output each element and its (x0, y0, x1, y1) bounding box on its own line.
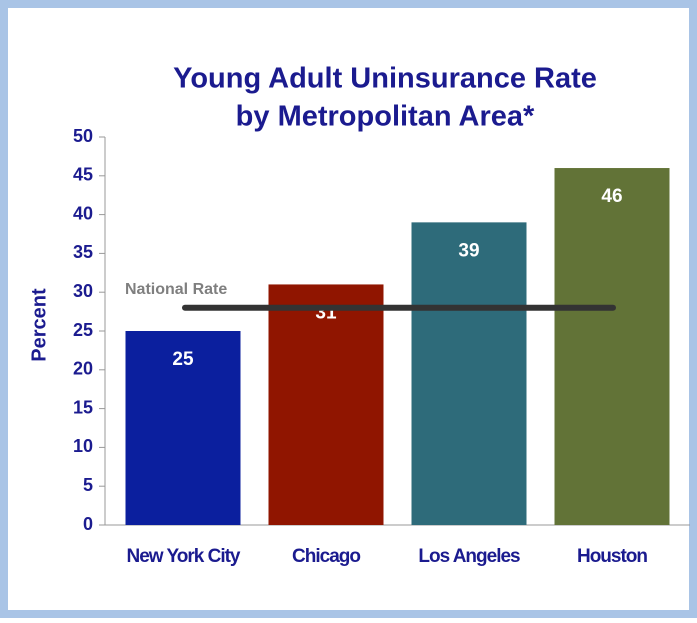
x-tick-label: New York City (126, 546, 240, 567)
reference-label: National Rate (125, 281, 227, 298)
y-tick-label: 40 (73, 203, 93, 223)
y-axis-label: Percent (28, 288, 50, 362)
bar (411, 222, 527, 526)
value-label: 46 (601, 186, 622, 207)
y-tick-label: 0 (83, 514, 93, 534)
x-tick-label: Los Angeles (418, 546, 520, 567)
bar (125, 331, 241, 525)
y-tick-label: 50 (73, 126, 93, 146)
y-tick-label: 45 (73, 165, 93, 185)
chart-title: by Metropolitan Area* (236, 101, 535, 133)
x-tick-label: Houston (577, 546, 647, 567)
chart-title: Young Adult Uninsurance Rate (173, 63, 597, 95)
bar (268, 284, 384, 525)
y-tick-label: 20 (73, 359, 93, 379)
y-tick-label: 10 (73, 436, 93, 456)
y-tick-label: 25 (73, 320, 93, 340)
value-label: 25 (172, 349, 194, 370)
value-label: 39 (458, 240, 479, 261)
bar (554, 168, 670, 526)
y-tick-label: 15 (73, 397, 93, 417)
y-tick-label: 35 (73, 242, 93, 262)
y-tick-label: 30 (73, 281, 93, 301)
y-tick-label: 5 (83, 475, 93, 495)
x-tick-label: Chicago (292, 546, 360, 567)
